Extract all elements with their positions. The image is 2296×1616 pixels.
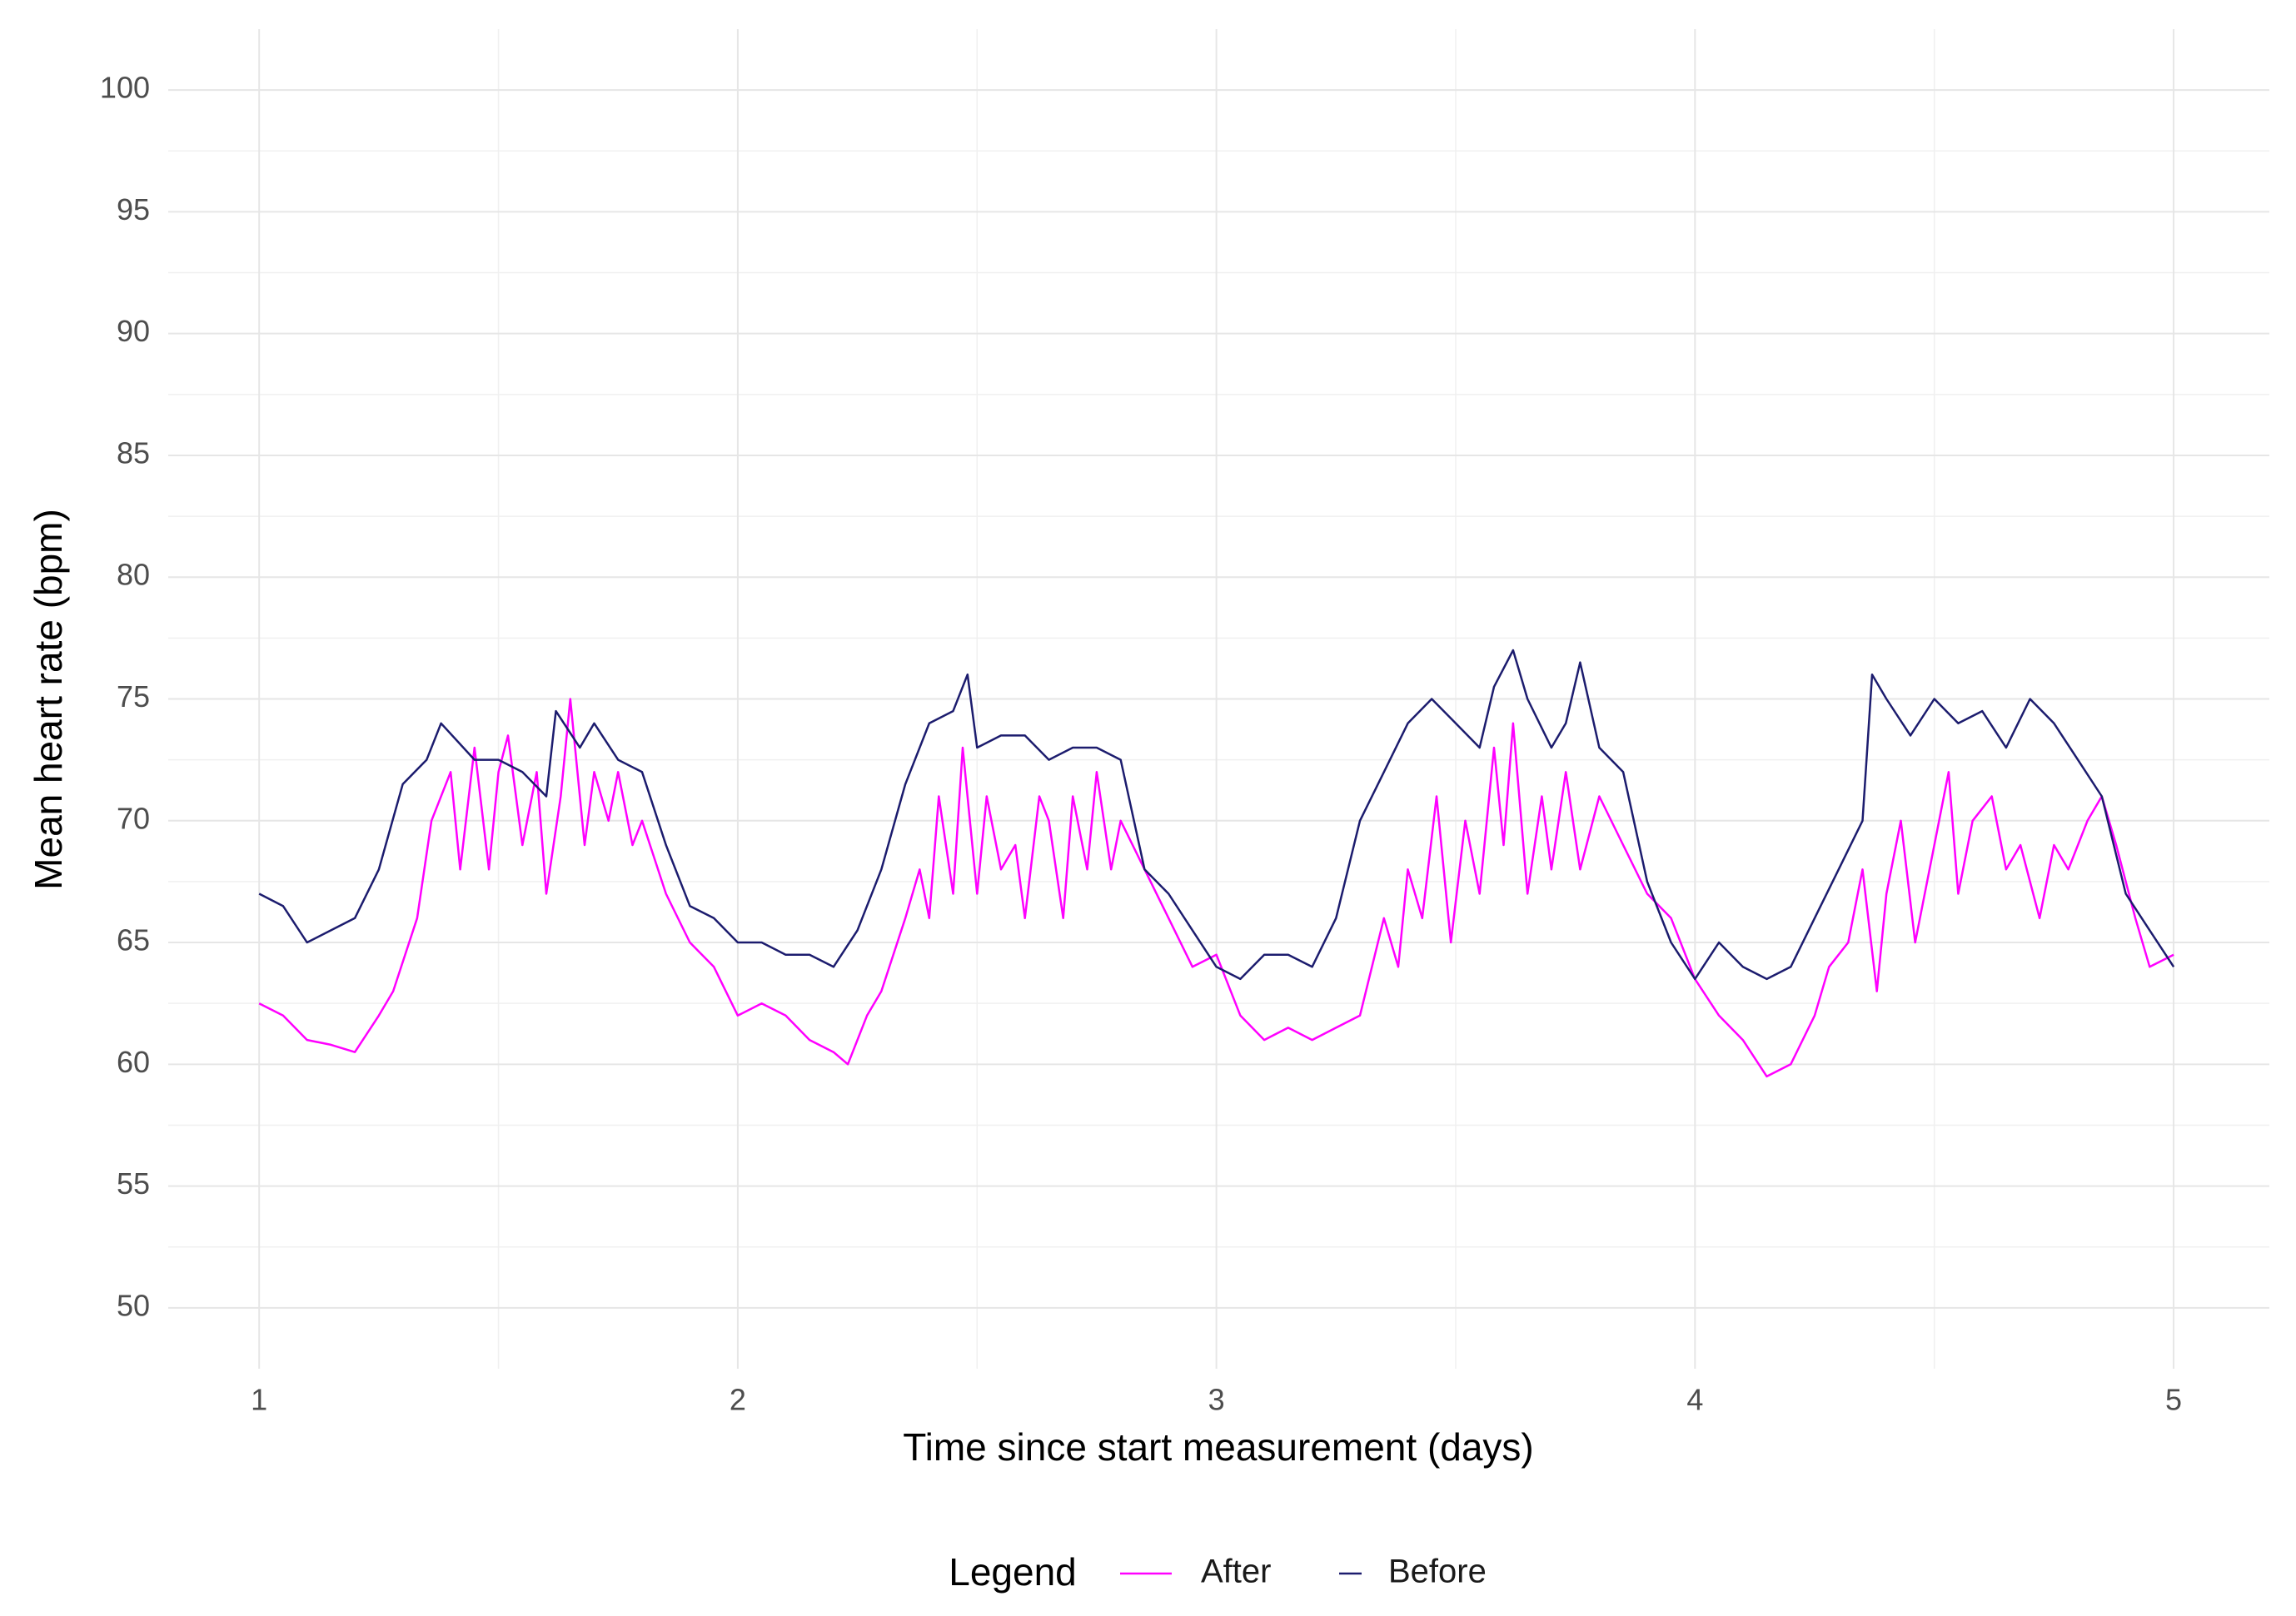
- x-tick-label: 1: [251, 1383, 267, 1417]
- legend-title: Legend: [949, 1550, 1077, 1594]
- y-axis-title: Mean heart rate (bpm): [27, 509, 70, 890]
- series-line: [258, 698, 2174, 1078]
- y-tick-label: 85: [117, 435, 150, 470]
- y-tick-label: 100: [100, 71, 150, 105]
- legend-label: Before: [1388, 1554, 1487, 1590]
- y-tick-label: 55: [117, 1166, 150, 1201]
- x-axis-title: Time since start measurement (days): [903, 1425, 1534, 1469]
- y-tick-label: 75: [117, 679, 150, 714]
- legend: After Before: [1120, 1554, 1487, 1590]
- y-tick-label: 65: [117, 923, 150, 957]
- y-tick-label: 60: [117, 1045, 150, 1079]
- x-tick-label: 4: [1686, 1383, 1703, 1417]
- y-tick-label: 90: [117, 314, 150, 348]
- y-tick-label: 70: [117, 801, 150, 835]
- x-tick-label: 2: [730, 1383, 746, 1417]
- y-tick-label: 80: [117, 558, 150, 592]
- legend-label: After: [1201, 1554, 1271, 1590]
- series-line: [258, 649, 2175, 981]
- y-tick-label: 50: [117, 1288, 150, 1322]
- y-tick-label: 95: [117, 192, 150, 226]
- grid: [168, 29, 2269, 1369]
- x-tick-label: 5: [2165, 1383, 2182, 1417]
- plot-area: [258, 649, 2175, 1078]
- x-tick-label: 3: [1208, 1383, 1225, 1417]
